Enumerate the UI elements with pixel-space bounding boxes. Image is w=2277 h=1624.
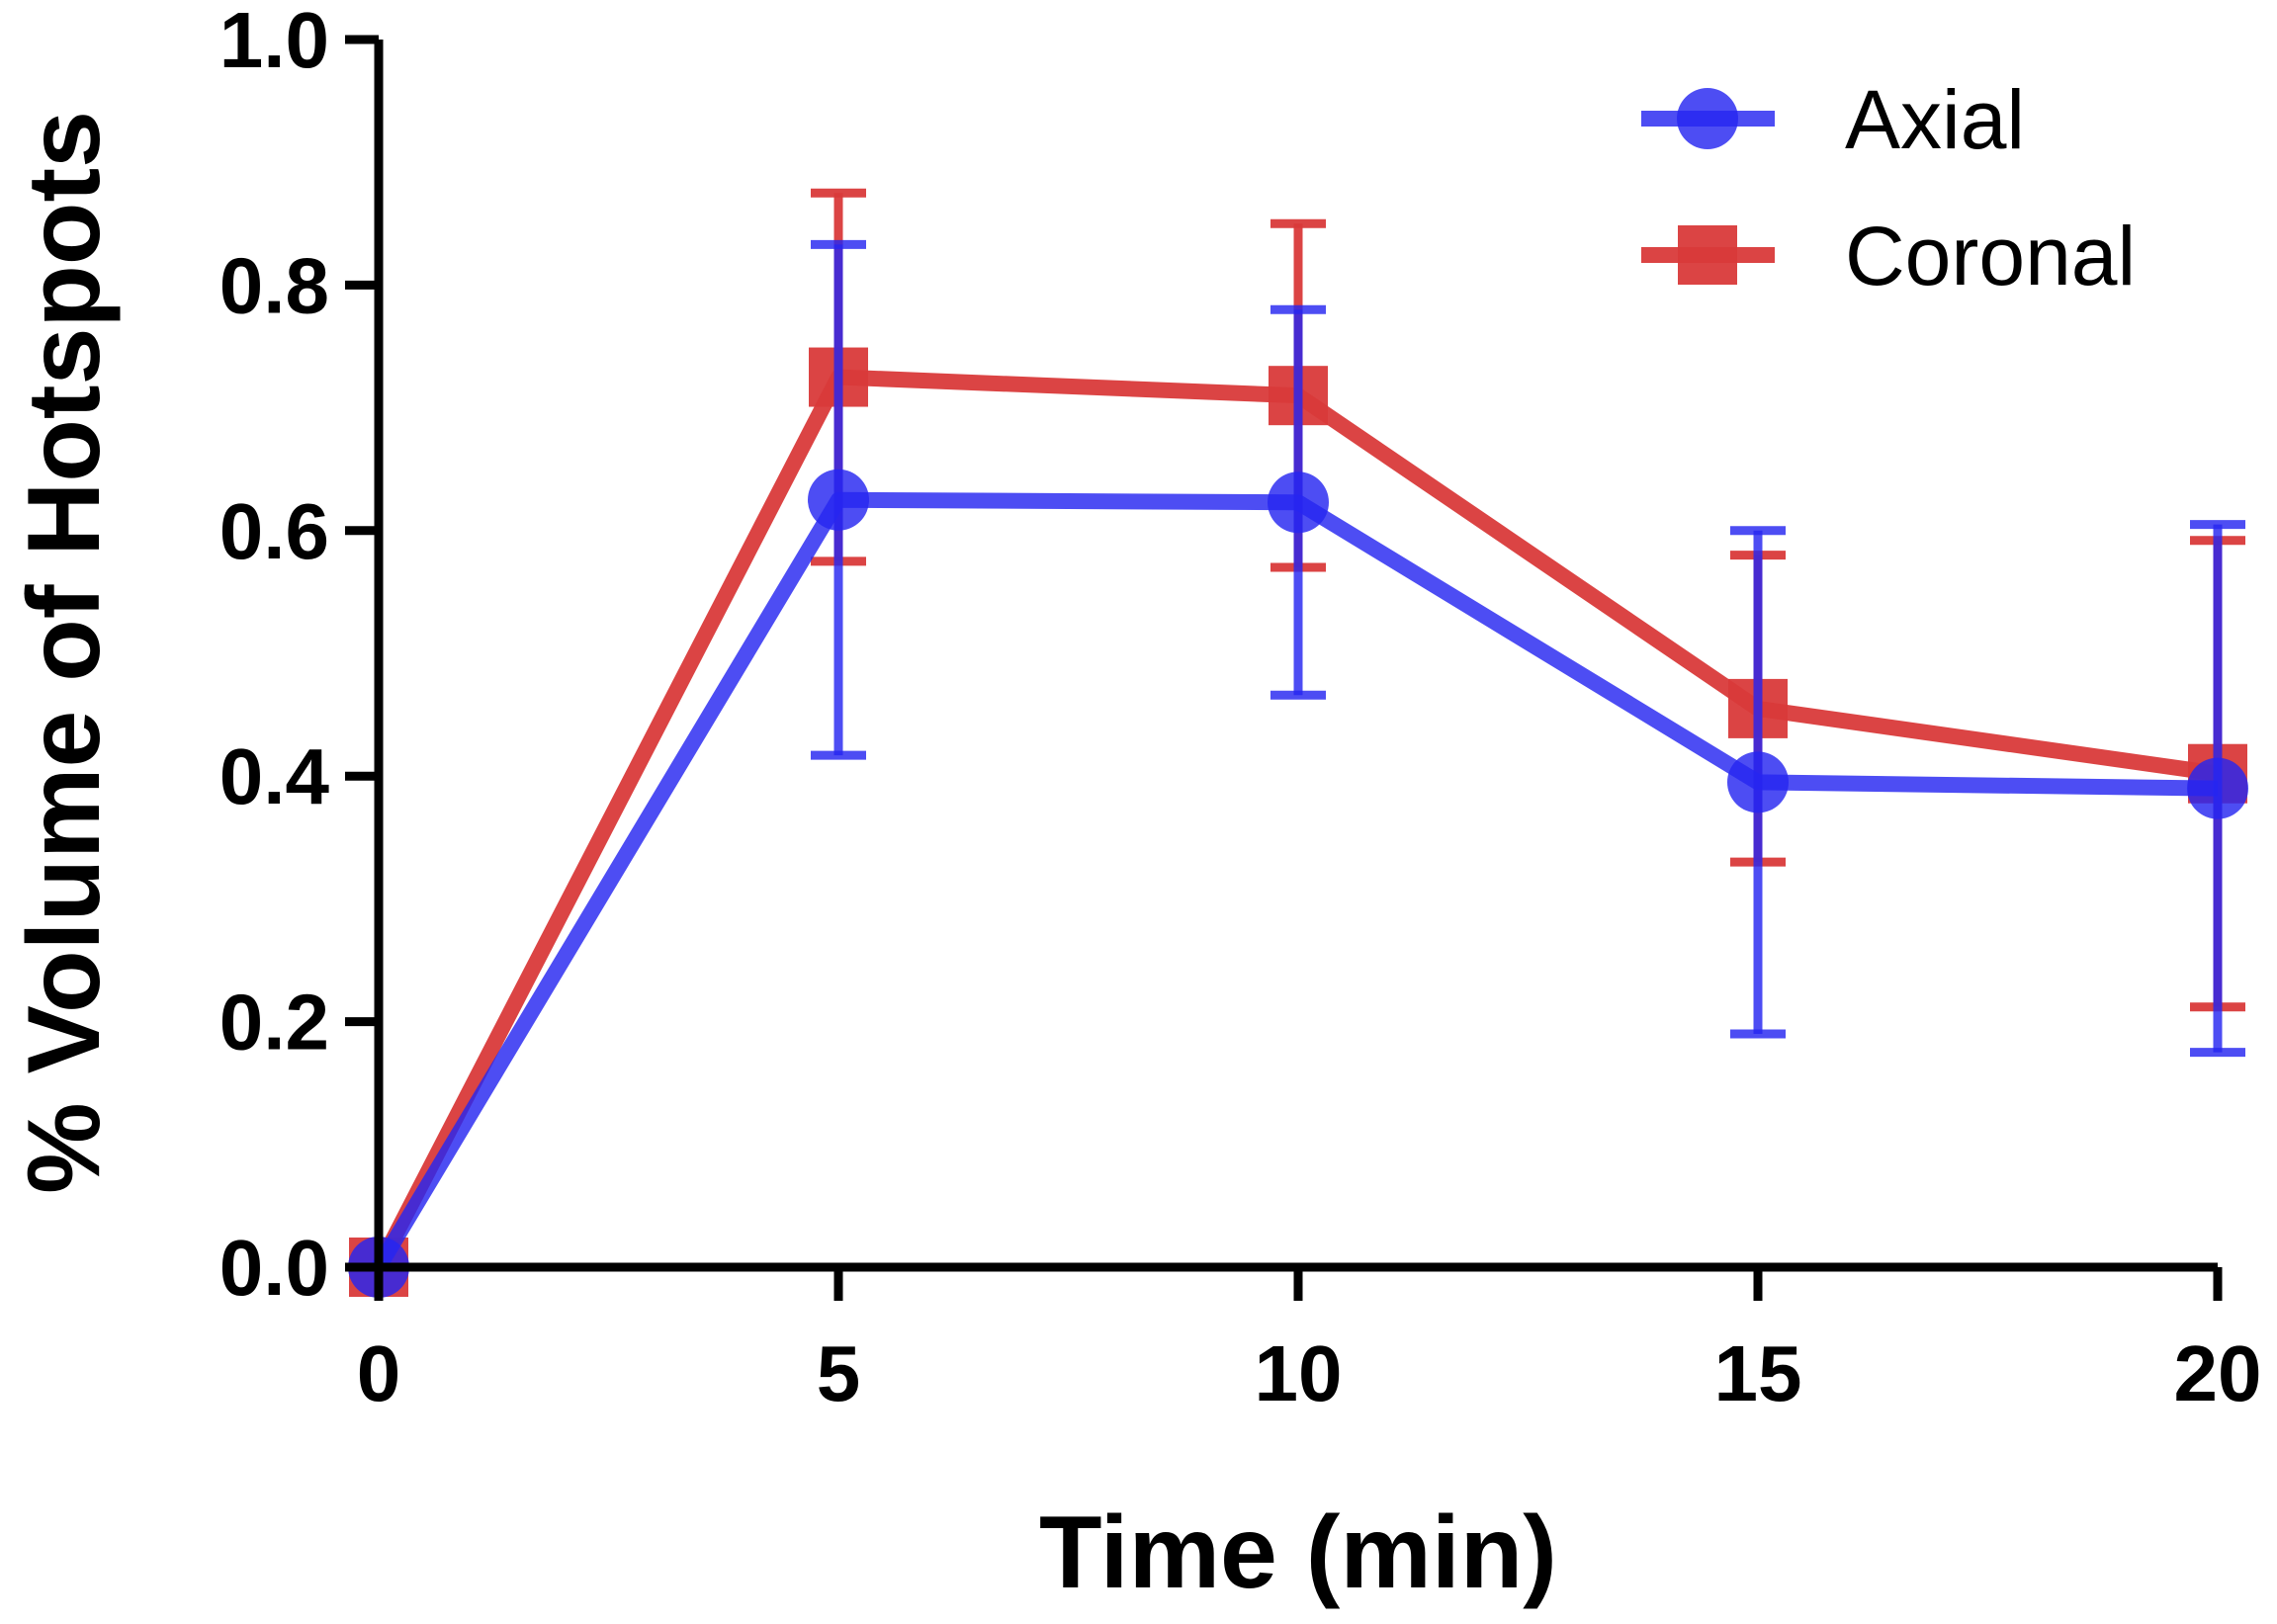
y-tick-label: 0.0 <box>219 1224 329 1312</box>
x-tick-label: 5 <box>817 1329 861 1417</box>
x-tick-label: 20 <box>2174 1329 2262 1417</box>
legend-label-coronal: Coronal <box>1845 210 2136 302</box>
data-point-axial <box>2187 757 2248 819</box>
legend: Axial Coronal <box>1641 73 2136 302</box>
y-axis-title: % Volume of Hotspots <box>7 111 122 1194</box>
series-axial <box>348 239 2248 1298</box>
data-point-axial <box>1727 751 1789 813</box>
legend-marker-coronal <box>1678 225 1737 285</box>
legend-label-axial: Axial <box>1845 73 2025 166</box>
legend-item-axial: Axial <box>1641 73 2025 166</box>
plot-area <box>348 188 2248 1298</box>
tick-labels: 0.0 0.2 0.4 0.6 0.8 1.0 0 5 10 15 20 <box>219 0 2262 1417</box>
y-tick-label: 0.8 <box>219 241 329 329</box>
data-point-axial <box>1268 471 1329 534</box>
x-tick-label: 0 <box>357 1329 401 1417</box>
y-tick-label: 0.4 <box>219 732 330 820</box>
y-tick-label: 0.2 <box>219 979 329 1067</box>
legend-item-coronal: Coronal <box>1641 210 2136 302</box>
x-tick-label: 15 <box>1714 1329 1802 1417</box>
y-tick-label: 0.6 <box>219 487 329 575</box>
data-point-axial <box>808 469 869 531</box>
tick-marks <box>345 35 2223 1301</box>
legend-marker-axial <box>1677 88 1738 149</box>
y-tick-label: 1.0 <box>219 0 329 84</box>
x-axis-title: Time (min) <box>1039 1496 1557 1610</box>
x-tick-label: 10 <box>1255 1329 1343 1417</box>
